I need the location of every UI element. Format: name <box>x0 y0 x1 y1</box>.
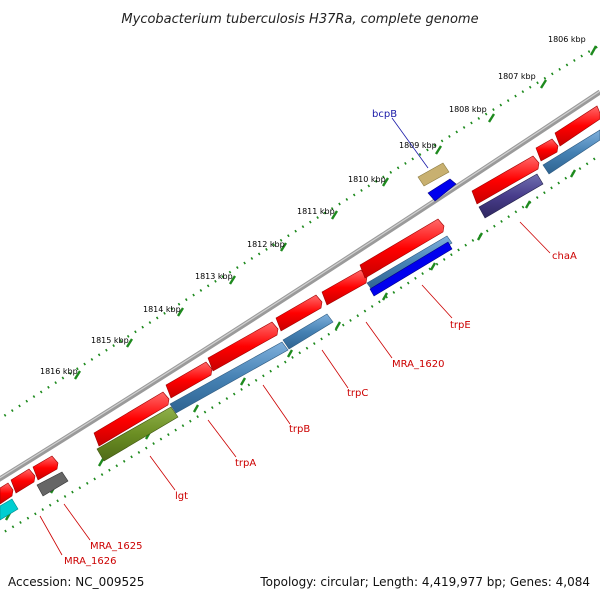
tick-label: 1812 kbp <box>247 240 285 249</box>
cds-feature[interactable] <box>207 321 279 372</box>
gene-label[interactable]: trpC <box>347 388 368 399</box>
cyan-feature[interactable] <box>0 498 19 521</box>
outer-tick-track <box>0 43 600 420</box>
outer-major-ticks <box>73 45 598 380</box>
blue-feature[interactable] <box>282 313 334 350</box>
tick-label: 1809 kbp <box>399 141 437 150</box>
cds-feature[interactable] <box>0 482 14 505</box>
gene-label[interactable]: chaA <box>552 251 577 262</box>
cds-feature[interactable] <box>471 155 540 205</box>
genome-summary-text: Topology: circular; Length: 4,419,977 bp… <box>259 575 590 589</box>
gene-labels: bcpB chaA trpE MRA_1620 trpC trpB trpA l… <box>64 109 577 567</box>
gene-label[interactable]: trpB <box>289 424 310 435</box>
forward-cds-features <box>0 105 600 505</box>
gene-label[interactable]: bcpB <box>372 109 397 120</box>
cds-feature[interactable] <box>321 269 368 306</box>
cds-feature[interactable] <box>359 218 445 279</box>
genome-backbone <box>0 89 600 482</box>
navy-feature[interactable] <box>478 173 544 219</box>
blue-feature[interactable] <box>369 241 453 297</box>
tick-label: 1806 kbp <box>548 35 586 44</box>
tick-labels: 1806 kbp 1807 kbp 1808 kbp 1809 kbp 1810… <box>40 35 586 376</box>
tick-label: 1814 kbp <box>143 305 181 314</box>
tick-label: 1808 kbp <box>449 105 487 114</box>
other-features <box>0 129 600 521</box>
cds-feature[interactable] <box>275 294 323 332</box>
tick-label: 1816 kbp <box>40 367 78 376</box>
cds-feature[interactable] <box>10 468 36 494</box>
olive-feature[interactable] <box>96 406 179 462</box>
cds-feature[interactable] <box>93 391 170 447</box>
tick-label: 1807 kbp <box>498 72 536 81</box>
gene-label[interactable]: MRA_1625 <box>90 541 142 552</box>
gene-label[interactable]: MRA_1620 <box>392 359 444 370</box>
bcpB-feature[interactable] <box>427 178 457 202</box>
tick-label: 1811 kbp <box>297 207 335 216</box>
tick-label: 1813 kbp <box>195 272 233 281</box>
blue-feature[interactable] <box>169 341 289 414</box>
blue-feature[interactable] <box>366 235 453 291</box>
gene-label[interactable]: MRA_1626 <box>64 556 116 567</box>
cds-feature[interactable] <box>535 138 559 162</box>
backbone-highlight <box>0 90 600 479</box>
gene-label[interactable]: trpA <box>235 458 256 469</box>
leader-lines <box>39 117 551 556</box>
tick-label: 1810 kbp <box>348 175 386 184</box>
gene-label[interactable]: lgt <box>175 491 188 502</box>
cds-feature[interactable] <box>554 105 600 147</box>
gray-feature[interactable] <box>36 471 69 497</box>
accession-text: Accession: NC_009525 <box>8 575 144 589</box>
genome-title: Mycobacterium tuberculosis H37Ra, comple… <box>121 12 478 27</box>
cds-feature[interactable] <box>165 361 213 399</box>
cds-feature[interactable] <box>32 455 59 481</box>
gene-label[interactable]: trpE <box>450 320 471 331</box>
blue-feature[interactable] <box>542 129 600 175</box>
tick-label: 1815 kbp <box>91 336 129 345</box>
khaki-feature[interactable] <box>417 162 450 187</box>
